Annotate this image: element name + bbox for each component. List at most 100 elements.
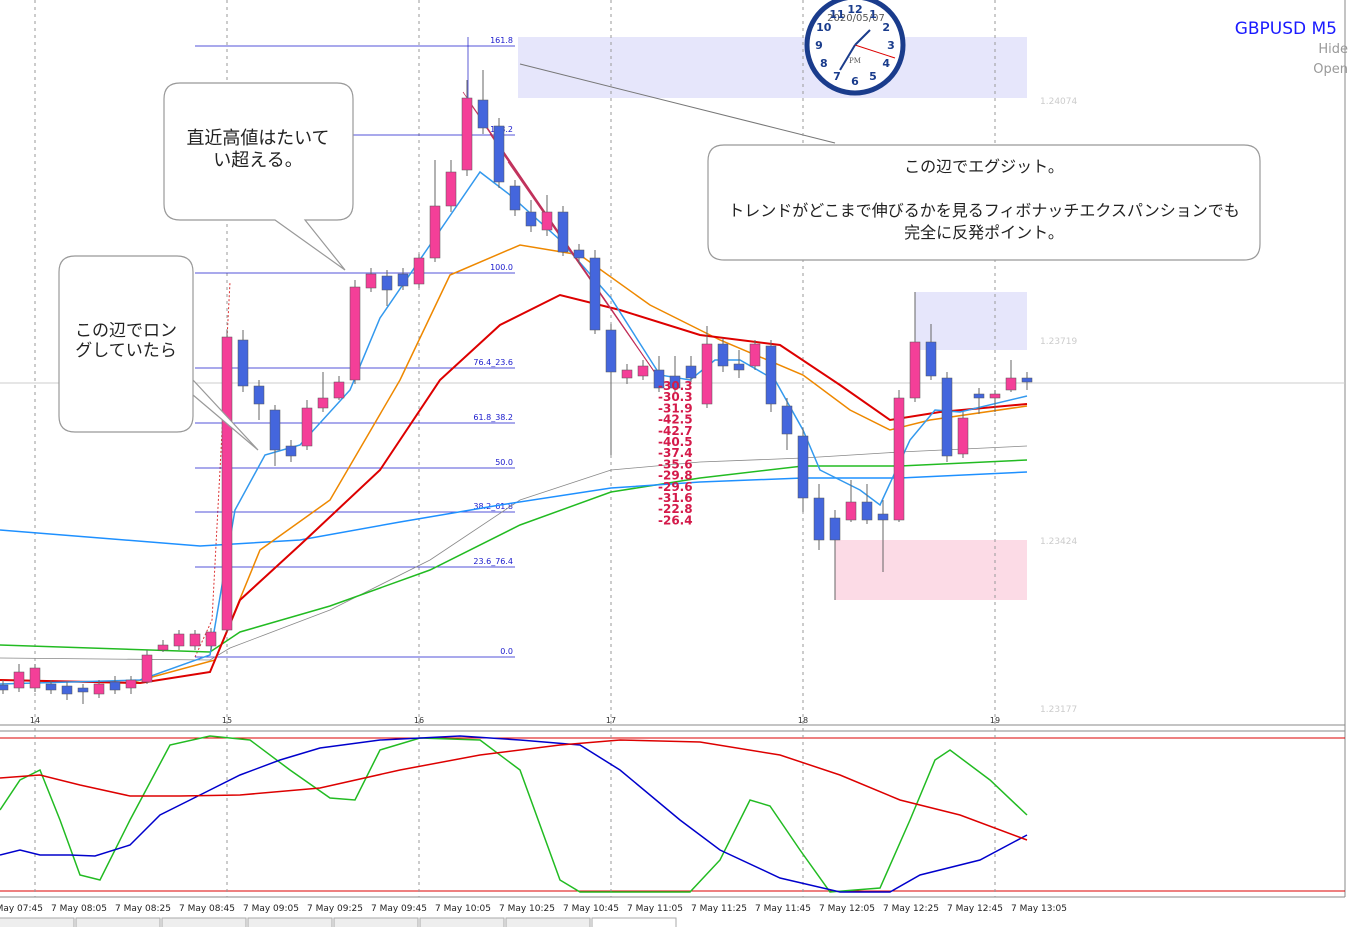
moving-average [0, 459, 1028, 653]
candle-body [333, 381, 345, 399]
fib-label: 61.8_38.2 [473, 413, 513, 422]
candle-body [461, 97, 473, 171]
candle-body [397, 273, 409, 287]
time-label: 7 May 11:45 [755, 904, 811, 914]
candle-body [541, 211, 553, 231]
candle-body [77, 687, 89, 693]
price-tag: 1.23424 [1040, 537, 1077, 547]
candle-body [717, 343, 729, 367]
hide-button[interactable]: Hide [1318, 42, 1348, 57]
fib-trend [194, 281, 231, 658]
callout [58, 255, 259, 451]
candle-body [685, 365, 697, 379]
candle-body [557, 211, 569, 253]
candle-body [285, 445, 297, 457]
candle-body [669, 375, 681, 389]
deviation-label: -42.7 [658, 424, 693, 438]
clock-number: 6 [851, 75, 859, 88]
deviation-label: -35.6 [658, 457, 693, 471]
tab [75, 917, 161, 927]
candle-body [13, 671, 25, 689]
deviation-label: -29.8 [658, 469, 693, 483]
candle-body [237, 339, 249, 387]
oscillator-line [0, 739, 1028, 841]
time-label: 7 May 12:25 [883, 904, 939, 914]
clock-number: 11 [829, 8, 844, 21]
time-label: 7 May 08:05 [51, 904, 107, 914]
time-label: 7 May 11:25 [691, 904, 747, 914]
candle-body [909, 341, 921, 399]
clock: 2020/05/07 PM [804, 0, 906, 96]
candle-body [877, 513, 889, 521]
time-label: 7 May 09:45 [371, 904, 427, 914]
fib-label: 100.0 [490, 263, 513, 272]
symbol: GBPUSD M5 [1235, 19, 1337, 39]
clock-pm: PM [849, 57, 861, 65]
fib-label: 0.0 [500, 647, 513, 656]
price-tag: 1.23177 [1040, 705, 1077, 715]
candle-body [317, 397, 329, 409]
candle-body [861, 501, 873, 521]
candle-body [989, 393, 1001, 399]
time-label: 7 May 08:25 [115, 904, 171, 914]
candle-body [445, 171, 457, 207]
fan-line [507, 161, 661, 381]
clock-hand [839, 44, 856, 71]
candle-body [269, 409, 281, 451]
zone [835, 540, 1027, 600]
callout-text: この辺でロン [75, 321, 177, 341]
tab [419, 917, 505, 927]
deviation-label: -29.6 [658, 480, 693, 494]
tab [591, 917, 677, 927]
candle-body [413, 257, 425, 285]
candle-body [493, 125, 505, 183]
time-label: 7 May 10:05 [435, 904, 491, 914]
time-label: 7 May 12:45 [947, 904, 1003, 914]
candle-body [1005, 377, 1017, 391]
candle-body [381, 275, 393, 291]
candle-body [365, 273, 377, 289]
deviation-label: -31.9 [658, 401, 693, 415]
callout [163, 82, 354, 271]
deviation-label: -42.5 [658, 413, 693, 427]
clock-number: 9 [815, 39, 823, 52]
time-label: 7 May 07:45 [0, 904, 43, 914]
clock-hand [854, 29, 871, 46]
time-label: 7 May 09:05 [243, 904, 299, 914]
candle-body [0, 684, 9, 691]
callout [707, 144, 1261, 261]
candle-body [525, 211, 537, 227]
candle-body [477, 99, 489, 129]
callout-text: 直近高値はたいて [186, 128, 329, 149]
candle-body [93, 683, 105, 695]
moving-average [0, 293, 1028, 685]
tab [0, 917, 75, 927]
candle-body [653, 369, 665, 389]
deviation-label: -30.3 [658, 390, 693, 404]
candle-body [125, 679, 137, 689]
candle-body [349, 286, 361, 381]
deviation-label: -26.4 [658, 513, 693, 527]
candle-body [845, 501, 857, 521]
day-label: 17 [606, 716, 616, 725]
candle-body [781, 405, 793, 435]
day-label: 18 [798, 716, 808, 725]
open-button[interactable]: Open [1313, 62, 1348, 77]
fib-label: 76.4_23.6 [473, 358, 513, 367]
candle-body [1021, 377, 1033, 383]
candle-body [749, 343, 761, 367]
candle-body [109, 681, 121, 691]
candle-body [829, 517, 841, 541]
clock-number: 7 [833, 70, 841, 83]
clock-number: 1 [869, 8, 877, 21]
candle-body [221, 336, 233, 631]
price-tag: 1.24074 [1040, 97, 1077, 107]
callout-text: グしていたら [75, 341, 177, 361]
clock-date: 2020/05/07 [827, 13, 885, 24]
candle-body [29, 667, 41, 689]
pointer-line [519, 63, 836, 144]
candle-body [429, 205, 441, 259]
tab [333, 917, 419, 927]
deviation-label: -30.3 [658, 379, 693, 393]
